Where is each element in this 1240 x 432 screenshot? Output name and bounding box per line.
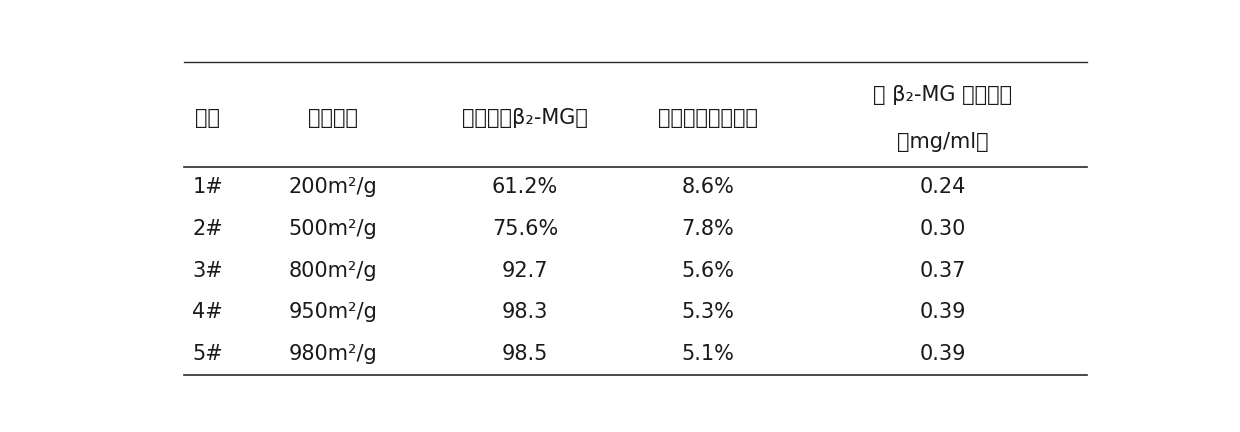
Text: 950m²/g: 950m²/g [289, 302, 377, 322]
Text: 0.37: 0.37 [920, 260, 966, 280]
Text: 0.39: 0.39 [920, 344, 966, 364]
Text: 5#: 5# [192, 344, 223, 364]
Text: 0.24: 0.24 [920, 178, 966, 197]
Text: 61.2%: 61.2% [492, 178, 558, 197]
Text: 对 β₂-MG 的吸附量: 对 β₂-MG 的吸附量 [873, 85, 1013, 105]
Text: 1#: 1# [192, 178, 223, 197]
Text: 5.6%: 5.6% [681, 260, 734, 280]
Text: 5.3%: 5.3% [681, 302, 734, 322]
Text: 0.30: 0.30 [920, 219, 966, 239]
Text: 800m²/g: 800m²/g [289, 260, 377, 280]
Text: 98.3: 98.3 [502, 302, 548, 322]
Text: （mg/ml）: （mg/ml） [898, 132, 988, 152]
Text: 98.5: 98.5 [502, 344, 548, 364]
Text: 2#: 2# [192, 219, 223, 239]
Text: 吸附率（白蛋白）: 吸附率（白蛋白） [657, 108, 758, 128]
Text: 5.1%: 5.1% [681, 344, 734, 364]
Text: 3#: 3# [192, 260, 223, 280]
Text: 8.6%: 8.6% [681, 178, 734, 197]
Text: 比表面积: 比表面积 [308, 108, 358, 128]
Text: 吸附率（β₂-MG）: 吸附率（β₂-MG） [463, 108, 588, 128]
Text: 7.8%: 7.8% [681, 219, 734, 239]
Text: 92.7: 92.7 [502, 260, 548, 280]
Text: 0.39: 0.39 [920, 302, 966, 322]
Text: 4#: 4# [192, 302, 223, 322]
Text: 75.6%: 75.6% [492, 219, 558, 239]
Text: 500m²/g: 500m²/g [289, 219, 377, 239]
Text: 980m²/g: 980m²/g [289, 344, 377, 364]
Text: 编号: 编号 [196, 108, 221, 128]
Text: 200m²/g: 200m²/g [289, 178, 377, 197]
